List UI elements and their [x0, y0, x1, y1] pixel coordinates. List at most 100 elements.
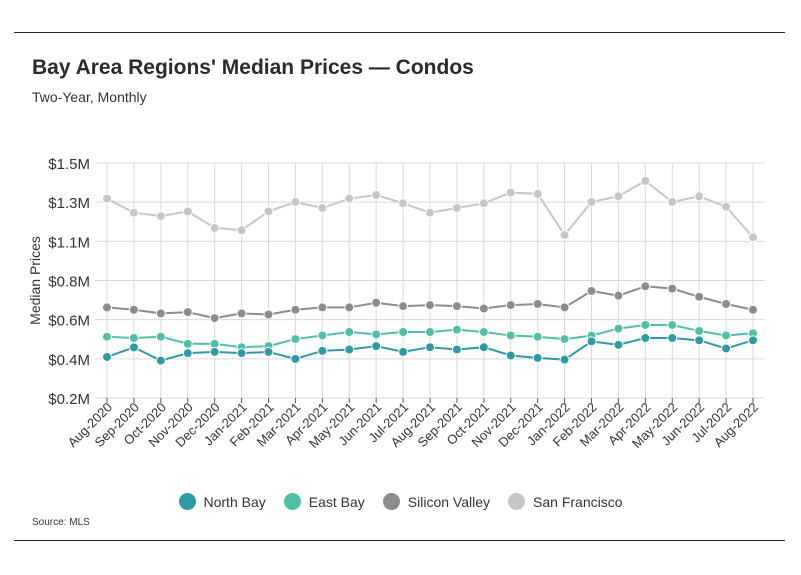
data-point [532, 352, 543, 363]
data-point [721, 299, 732, 309]
chart-subtitle: Two-Year, Monthly [32, 89, 147, 105]
data-point [317, 203, 328, 214]
legend-label: Silicon Valley [407, 493, 491, 510]
data-point [128, 332, 139, 343]
data-point [371, 297, 382, 308]
data-point [209, 313, 220, 324]
data-point [667, 319, 678, 330]
data-point [586, 336, 597, 347]
data-point [425, 207, 435, 218]
bottom-rule [14, 540, 785, 541]
source-note: Source: MLS [32, 517, 90, 528]
data-point [505, 300, 516, 311]
data-point [451, 203, 462, 214]
legend-label: San Francisco [533, 493, 623, 510]
y-axis-label: Median Prices [27, 236, 43, 325]
data-point [128, 207, 139, 218]
data-point [155, 211, 166, 222]
legend-item: North Bay [178, 493, 266, 510]
data-point [505, 350, 516, 361]
data-point [263, 309, 274, 320]
data-point [478, 342, 489, 353]
data-point [532, 331, 543, 342]
legend-item: San Francisco [508, 493, 623, 510]
y-tick-label: $0.4M [48, 352, 90, 369]
data-point [667, 283, 678, 294]
data-point [505, 187, 516, 198]
data-point [209, 222, 220, 233]
data-point [613, 339, 624, 350]
data-point [128, 304, 139, 315]
data-point [398, 327, 409, 338]
legend-swatch [508, 493, 526, 510]
data-point [721, 201, 732, 212]
data-point [102, 351, 112, 362]
data-point [263, 206, 274, 217]
data-point [694, 291, 705, 302]
y-tick-label: $0.8M [48, 274, 90, 291]
data-point [532, 299, 543, 309]
data-point [290, 304, 301, 315]
legend-item: East Bay [283, 493, 365, 510]
data-point [559, 354, 570, 365]
data-point [451, 301, 462, 312]
chart-title: Bay Area Regions' Median Prices — Condos [32, 56, 474, 79]
data-point [748, 232, 758, 243]
data-point [425, 327, 435, 338]
data-point [398, 198, 409, 209]
data-point [263, 346, 274, 357]
data-point [613, 290, 624, 301]
data-point [371, 189, 382, 200]
data-point [398, 301, 409, 312]
data-point [640, 281, 651, 292]
data-point [128, 342, 139, 353]
data-point [102, 193, 112, 204]
data-point [344, 193, 355, 204]
data-point [640, 319, 651, 330]
data-point [451, 344, 462, 355]
data-point [290, 197, 301, 208]
data-point [451, 324, 462, 335]
top-rule [14, 32, 785, 33]
data-point [559, 334, 570, 345]
data-point [586, 285, 597, 296]
data-point [182, 307, 193, 318]
data-point [694, 325, 705, 336]
data-point [425, 342, 435, 353]
data-point [371, 341, 382, 352]
y-tick-label: $0.6M [48, 313, 90, 330]
data-point [640, 175, 651, 186]
data-point [613, 323, 624, 334]
data-point [344, 302, 355, 313]
data-point [640, 332, 651, 343]
data-point [182, 206, 193, 217]
data-point [290, 353, 301, 364]
data-point [586, 197, 597, 208]
data-point [613, 191, 624, 202]
data-point [748, 304, 758, 315]
data-point [721, 343, 732, 354]
data-point [371, 329, 382, 340]
data-point [667, 197, 678, 208]
data-point [478, 303, 489, 314]
data-point [102, 331, 112, 342]
data-point [317, 330, 328, 341]
data-point [102, 302, 112, 313]
legend-item: Silicon Valley [382, 493, 491, 510]
data-point [317, 302, 328, 313]
data-point [748, 335, 758, 346]
legend-label: East Bay [308, 493, 365, 510]
data-point [290, 334, 301, 345]
data-point [155, 331, 166, 342]
data-point [694, 335, 705, 346]
data-point [559, 302, 570, 313]
data-point [155, 355, 166, 366]
y-tick-label: $0.2M [48, 391, 90, 408]
data-point [182, 338, 193, 349]
data-point [532, 188, 543, 199]
data-point [236, 225, 247, 236]
data-point [667, 332, 678, 343]
data-point [344, 344, 355, 355]
y-tick-label: $1.5M [48, 156, 90, 173]
